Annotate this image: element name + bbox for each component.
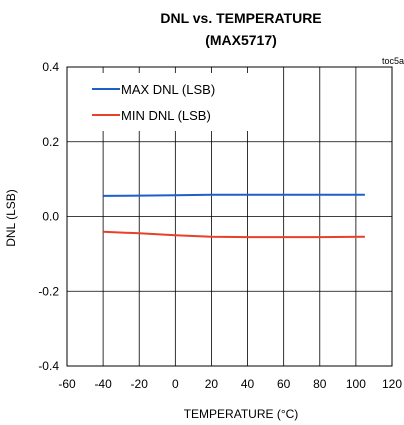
series-line-min-dnl bbox=[103, 230, 365, 239]
x-tick-label: 20 bbox=[205, 377, 219, 391]
legend-label-max-dnl: MAX DNL (LSB) bbox=[121, 82, 215, 97]
x-axis-label: TEMPERATURE (°C) bbox=[184, 407, 299, 421]
x-tick-label: -20 bbox=[131, 377, 149, 391]
x-tick-label: 60 bbox=[277, 377, 291, 391]
x-tick-label: 100 bbox=[346, 377, 366, 391]
chart-tag: toc5a bbox=[382, 56, 404, 66]
y-tick-label: 0.2 bbox=[42, 135, 59, 149]
legend: MAX DNL (LSB) MIN DNL (LSB) bbox=[86, 73, 256, 131]
chart-subtitle: (MAX5717) bbox=[205, 32, 277, 48]
x-tick-label: 120 bbox=[382, 377, 402, 391]
y-tick-label: 0.4 bbox=[42, 60, 59, 74]
y-tick-label: -0.2 bbox=[38, 284, 59, 298]
y-axis-label: DNL (LSB) bbox=[4, 189, 18, 247]
chart-title: DNL vs. TEMPERATURE bbox=[160, 10, 321, 26]
x-tick-labels: -60 -40 -20 0 20 40 60 80 100 120 bbox=[58, 377, 402, 391]
legend-background bbox=[86, 73, 256, 131]
series-group bbox=[103, 193, 365, 239]
y-tick-label: 0.0 bbox=[42, 210, 59, 224]
legend-label-min-dnl: MIN DNL (LSB) bbox=[121, 108, 211, 123]
plot-frame bbox=[66, 66, 393, 367]
x-tick-label: 80 bbox=[313, 377, 327, 391]
y-tick-labels: 0.4 0.2 0.0 -0.2 -0.4 bbox=[38, 60, 59, 373]
x-tick-label: 0 bbox=[172, 377, 179, 391]
series-line-max-dnl bbox=[103, 193, 365, 197]
x-tick-label: -60 bbox=[58, 377, 76, 391]
x-tick-label: -40 bbox=[94, 377, 112, 391]
y-tick-label: -0.4 bbox=[38, 359, 59, 373]
x-tick-label: 40 bbox=[241, 377, 255, 391]
